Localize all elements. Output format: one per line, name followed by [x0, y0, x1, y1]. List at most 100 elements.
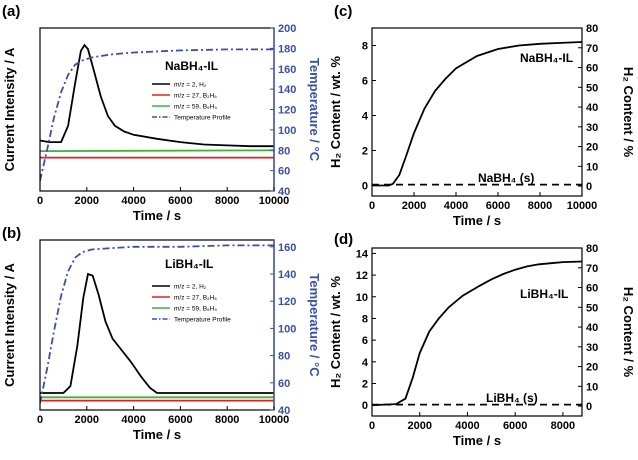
y2-tick-label: 20 [586, 142, 598, 154]
y-tick-label: 8 [362, 41, 368, 53]
y2-axis-label: H₂ Content / % [621, 67, 636, 158]
y-tick-label: 0 [362, 400, 368, 412]
y2-tick-label: 40 [586, 322, 598, 334]
y-tick-label: 10 [356, 292, 368, 304]
y2-tick-label: 120 [278, 296, 296, 308]
chart-title: LiBH₄-IL [165, 257, 213, 271]
x-tick-label: 0 [37, 195, 43, 207]
legend: m/z = 2, H₂ m/z = 27, B₂H₆ m/z = 59, B₅H₉ T… [152, 284, 231, 324]
plot-frame [39, 239, 275, 411]
y2-tick-label: 80 [278, 145, 290, 157]
y-tick-label: 0 [362, 181, 368, 193]
y2-tick-label: 10 [586, 161, 598, 173]
panel-label: (d) [334, 231, 353, 248]
panel-label: (a) [2, 3, 20, 20]
y2-tick-label: 50 [586, 302, 598, 314]
legend-entry: Temperature Profile [174, 115, 231, 122]
y-tick-label: 4 [362, 111, 369, 123]
x-tick-label: 0 [37, 414, 43, 426]
x-tick-label: 0 [369, 420, 375, 432]
series-annotation: NaBH₄ (s) [478, 171, 534, 185]
y2-tick-label: 0 [586, 181, 592, 193]
x-tick-label: 2000 [402, 200, 426, 212]
x-tick-label: 6000 [486, 200, 510, 212]
y2-tick-label: 60 [586, 283, 598, 295]
y2-tick-label: 80 [586, 243, 598, 255]
y-tick-label: 2 [362, 378, 368, 390]
y2-tick-label: 50 [586, 82, 598, 94]
x-axis-label: Time / s [453, 213, 501, 228]
y2-tick-label: 40 [278, 405, 290, 417]
x-tick-label: 8000 [215, 414, 239, 426]
panel-a: 0 2000 4000 6000 8000 10000 Time / s Current In… [2, 3, 322, 223]
x-tick-label: 8000 [528, 200, 552, 212]
y2-tick-label: 60 [586, 63, 598, 75]
y-tick-label: 2 [362, 146, 368, 158]
y2-tick-label: 120 [278, 105, 296, 117]
series-line-2 [40, 149, 274, 153]
legend-entry: m/z = 27, B₂H₆ [174, 93, 217, 100]
series-line-0 [372, 41, 582, 187]
plot-frame [371, 27, 583, 197]
y-tick-label: 14 [356, 248, 369, 260]
x-tick-label: 0 [369, 200, 375, 212]
y-tick-label: 6 [362, 335, 368, 347]
y2-tick-label: 60 [278, 378, 290, 390]
legend-entry: m/z = 2, H₂ [174, 284, 207, 291]
panel-label: (c) [334, 3, 352, 20]
x-tick-label: 6000 [168, 195, 192, 207]
y2-tick-label: 140 [278, 84, 296, 96]
y-axis-label: H₂ Content / wt. % [328, 56, 343, 168]
series-line-3 [40, 244, 274, 404]
panel-d: 0 2000 4000 6000 8000 Time / s 0 2 4 6 8 10 12 14 H₂ C… [328, 231, 636, 448]
panel-b: 0 2000 4000 6000 8000 10000 Time / s Current In… [2, 225, 322, 442]
plot-frame [371, 247, 583, 417]
x-axis-label: Time / s [453, 433, 501, 448]
legend-entry: m/z = 59, B₅H₉ [174, 306, 217, 313]
x-tick-label: 10000 [567, 200, 598, 212]
y2-tick-label: 20 [586, 362, 598, 374]
chart-title: NaBH₄-IL [165, 59, 218, 73]
y2-tick-label: 10 [586, 381, 598, 393]
y-tick-label: 4 [362, 357, 369, 369]
y2-tick-label: 100 [278, 323, 296, 335]
panel-label: (b) [2, 225, 21, 242]
series-line-0 [372, 260, 582, 407]
y2-tick-label: 100 [278, 125, 296, 137]
legend-entry: m/z = 2, H₂ [174, 82, 207, 89]
x-tick-label: 6000 [503, 420, 527, 432]
x-tick-label: 4000 [455, 420, 479, 432]
plot-frame [39, 27, 275, 192]
x-tick-label: 10000 [259, 195, 290, 207]
y2-tick-label: 70 [586, 43, 598, 55]
y-axis-label: H₂ Content / wt. % [328, 276, 343, 388]
x-tick-label: 8000 [551, 420, 575, 432]
x-tick-label: 6000 [168, 414, 192, 426]
y2-tick-label: 30 [586, 342, 598, 354]
series-line-3 [40, 48, 274, 182]
y2-tick-label: 160 [278, 242, 296, 254]
y2-tick-label: 60 [278, 166, 290, 178]
series-line-0 [40, 43, 274, 148]
x-axis-label: Time / s [133, 208, 181, 223]
legend-entry: Temperature Profile [174, 317, 231, 324]
y2-tick-label: 30 [586, 122, 598, 134]
x-axis-label: Time / s [133, 427, 181, 442]
y-tick-label: 8 [362, 313, 368, 325]
y-tick-label: 6 [362, 76, 368, 88]
x-tick-label: 4000 [444, 200, 468, 212]
y-axis-label: Current Intensity / A [2, 47, 17, 171]
y2-tick-label: 70 [586, 263, 598, 275]
x-tick-label: 2000 [75, 195, 99, 207]
chart-title: NaBH₄-IL [520, 51, 573, 65]
panel-c: 0 2000 4000 6000 8000 10000 Time / s 0 2 4 6 8 H₂ Co… [328, 3, 636, 228]
y2-tick-label: 200 [278, 23, 296, 35]
y2-tick-label: 0 [586, 401, 592, 413]
legend-entry: m/z = 59, B₅H₉ [174, 104, 217, 111]
y2-tick-label: 180 [278, 43, 296, 55]
series-line-0 [40, 272, 274, 394]
legend: m/z = 2, H₂ m/z = 27, B₂H₆ m/z = 59, B₅H₉ T… [152, 82, 231, 122]
series-annotation: LiBH₄ (s) [486, 391, 538, 405]
x-tick-label: 2000 [407, 420, 431, 432]
